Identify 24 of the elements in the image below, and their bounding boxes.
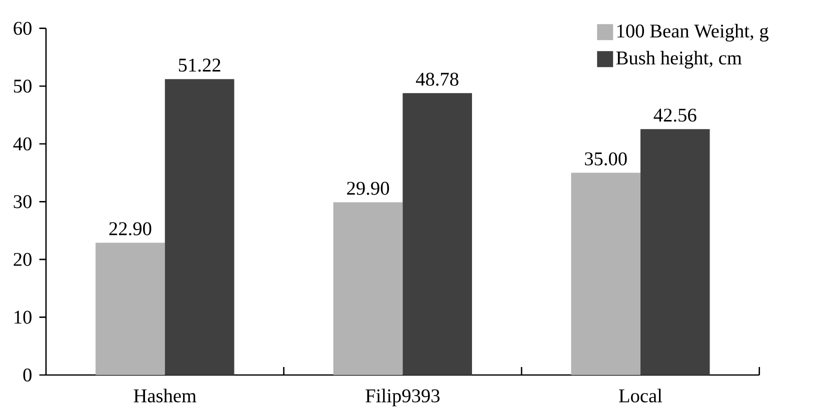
data-label: 29.90 xyxy=(347,182,390,195)
y-tick-label: 0 xyxy=(23,368,32,382)
y-tick-label: 40 xyxy=(13,137,32,150)
bar xyxy=(333,202,403,375)
bar xyxy=(96,242,165,375)
y-tick-label: 20 xyxy=(14,252,32,266)
legend-label: Bush height, cm xyxy=(616,50,742,69)
bar xyxy=(571,172,640,375)
y-tick-label: 30 xyxy=(14,195,32,208)
bar xyxy=(402,93,472,375)
legend-label: 100 Bean Weight, g xyxy=(617,24,768,42)
data-label: 35.00 xyxy=(584,152,627,166)
y-tick-label: 10 xyxy=(14,310,32,324)
x-tick-label: Hashem xyxy=(134,388,196,402)
x-tick-label: Filip9393 xyxy=(366,388,440,406)
data-label: 42.56 xyxy=(654,108,696,122)
data-label: 51.22 xyxy=(178,58,220,72)
y-tick-label: 50 xyxy=(14,80,32,93)
bar xyxy=(640,129,710,375)
bar xyxy=(164,79,234,375)
data-label: 22.90 xyxy=(109,222,152,236)
x-tick-label: Local xyxy=(619,388,662,402)
y-tick-label: 60 xyxy=(14,22,32,35)
data-label: 48.78 xyxy=(416,72,458,86)
